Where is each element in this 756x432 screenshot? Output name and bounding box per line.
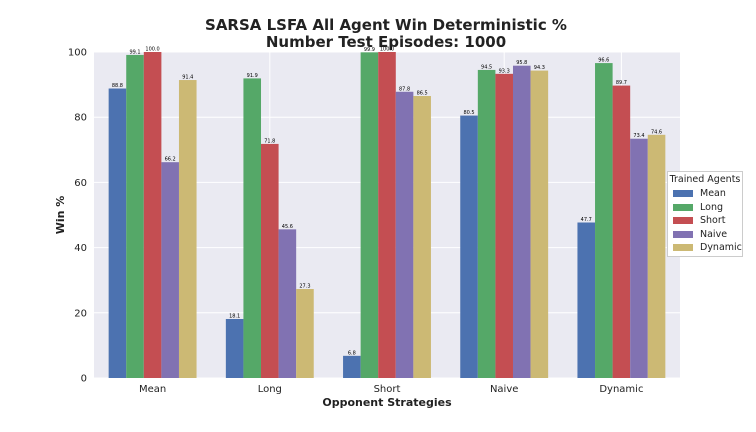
x-axis-label: Opponent Strategies	[322, 396, 452, 409]
legend-swatch	[673, 230, 693, 238]
bar-short-dynamic	[612, 85, 631, 378]
legend-title: Trained Agents	[669, 174, 741, 185]
bar-mean-naive	[460, 115, 478, 378]
bar-naive-naive	[512, 65, 531, 378]
y-ticks: 0 20 40 60 80 100	[68, 48, 87, 385]
bar-short-short	[378, 52, 396, 378]
legend-item-naive: Naive	[668, 228, 742, 242]
data-label: 86.5	[417, 91, 428, 97]
data-labels: 88.8 99.1 100.0 66.2 91.4 18.1 91.9 71.8 45.6 27.…	[112, 47, 662, 357]
x-tick-label: Long	[258, 384, 282, 395]
data-label: 96.6	[598, 58, 609, 64]
data-label: 94.5	[481, 64, 492, 70]
legend: Trained Agents Mean Long Short Naive Dynamic	[667, 171, 743, 257]
bar-short-naive	[495, 73, 513, 378]
data-label: 91.9	[247, 73, 258, 79]
y-tick-label: 100	[68, 48, 87, 59]
legend-label: Long	[700, 201, 723, 213]
data-label: 74.6	[651, 129, 662, 135]
x-tick-label: Dynamic	[599, 384, 643, 395]
x-tick-label: Naive	[490, 384, 518, 395]
legend-item-short: Short	[668, 214, 742, 228]
x-ticks: Mean Long Short Naive Dynamic	[139, 384, 643, 395]
bar-long-naive	[477, 69, 496, 379]
y-tick-label: 20	[74, 308, 87, 319]
legend-label: Dynamic	[700, 242, 742, 254]
legend-item-mean: Mean	[668, 187, 742, 201]
data-label: 73.4	[633, 133, 644, 139]
bar-short-mean	[143, 52, 162, 378]
y-axis-label: Win %	[54, 196, 67, 235]
y-tick-label: 0	[81, 374, 87, 385]
data-label: 66.2	[165, 157, 176, 163]
y-tick-label: 40	[74, 243, 87, 254]
legend-item-dynamic: Dynamic	[668, 241, 742, 255]
legend-label: Mean	[700, 188, 726, 200]
chart-subtitle: Number Test Episodes: 1000	[266, 33, 506, 51]
data-label: 99.9	[364, 47, 375, 53]
data-label: 99.1	[129, 49, 140, 55]
bar-naive-short	[395, 91, 414, 378]
data-label: 6.8	[348, 350, 356, 356]
bars	[108, 52, 666, 379]
legend-label: Naive	[700, 228, 728, 240]
bar-naive-long	[278, 229, 297, 378]
legend-swatch	[673, 217, 693, 225]
data-label: 100.0	[380, 47, 394, 53]
bar-mean-long	[225, 318, 244, 378]
data-label: 95.8	[516, 60, 527, 66]
bar-dynamic-dynamic	[647, 134, 666, 378]
data-label: 18.1	[229, 313, 240, 319]
data-label: 45.6	[282, 224, 293, 230]
bar-dynamic-long	[296, 289, 314, 378]
data-label: 94.3	[534, 65, 545, 71]
data-label: 47.7	[581, 217, 592, 223]
data-label: 93.3	[499, 68, 510, 74]
data-label: 71.8	[264, 138, 275, 144]
bar-naive-dynamic	[630, 138, 648, 378]
legend-item-long: Long	[668, 201, 742, 215]
bar-mean-dynamic	[577, 222, 596, 378]
data-label: 91.4	[182, 75, 193, 81]
legend-swatch	[673, 244, 693, 252]
data-label: 80.5	[463, 110, 474, 116]
bar-dynamic-short	[413, 96, 431, 378]
legend-label: Short	[700, 215, 726, 227]
y-tick-label: 80	[74, 113, 87, 124]
data-label: 87.8	[399, 86, 410, 92]
legend-swatch	[673, 190, 693, 198]
x-tick-label: Short	[374, 384, 401, 395]
bar-short-long	[261, 143, 279, 378]
x-tick-label: Mean	[139, 384, 166, 395]
bar-mean-short	[343, 355, 361, 378]
data-label: 89.7	[616, 80, 627, 86]
bar-dynamic-mean	[178, 80, 197, 378]
bar-mean-mean	[108, 88, 127, 379]
bar-long-long	[243, 78, 262, 378]
chart-title: SARSA LSFA All Agent Win Deterministic %	[205, 16, 567, 34]
bar-long-short	[360, 52, 379, 379]
data-label: 88.8	[112, 83, 123, 89]
bar-naive-mean	[161, 162, 179, 378]
bar-dynamic-naive	[530, 70, 549, 378]
y-tick-label: 60	[74, 178, 87, 189]
legend-swatch	[673, 203, 693, 211]
bar-long-mean	[126, 54, 144, 379]
data-label: 27.3	[299, 284, 310, 290]
bar-long-dynamic	[595, 63, 613, 379]
data-label: 100.0	[145, 47, 159, 53]
